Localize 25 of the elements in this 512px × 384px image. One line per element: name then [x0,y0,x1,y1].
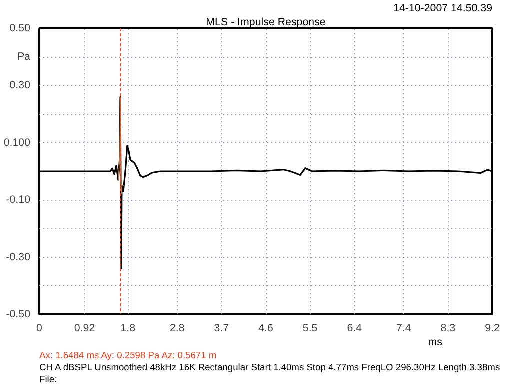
text: 14-10-2007 14.50.39 [394,2,493,14]
y-tick-label: -0.50 [6,308,31,320]
x-tick-label: 0 [36,322,43,334]
text: CH A dBSPL Unsmoothed 48kHz 16K Rectangular Start 1.40ms Stop 4.77ms FreqLO 296.30Hz Length 3.38ms [40,362,500,372]
y-tick-label: -0.10 [6,194,31,206]
y-tick-label: 0.50 [10,22,31,34]
x-tick-label: 1.8 [120,322,136,334]
text: File: [40,374,58,384]
x-axis-title: ms [428,336,443,348]
line-series [118,96,124,195]
x-tick-label: 7.4 [396,322,412,334]
text: Ax: 1.6484 ms Ay: 0.2598 Pa Az: 0.5671 m [40,350,217,360]
y-tick-label: 0.100 [4,136,31,149]
x-tick-label: 3.7 [214,322,230,334]
x-tick-label: 0.92 [74,322,96,334]
x-tick-label: 4.6 [258,322,274,334]
x-tick-label: 2.8 [170,322,185,334]
x-tick-label: 8.3 [440,322,456,334]
x-tick-label: 9.2 [485,322,500,334]
x-tick-label: 6.4 [347,322,362,334]
y-axis-title: Pa [17,51,31,64]
chart-title: MLS - Impulse Response [206,16,326,28]
y-tick-label: 0.30 [10,80,31,92]
y-tick-label: -0.30 [6,251,31,264]
x-tick-label: 5.5 [302,322,318,334]
